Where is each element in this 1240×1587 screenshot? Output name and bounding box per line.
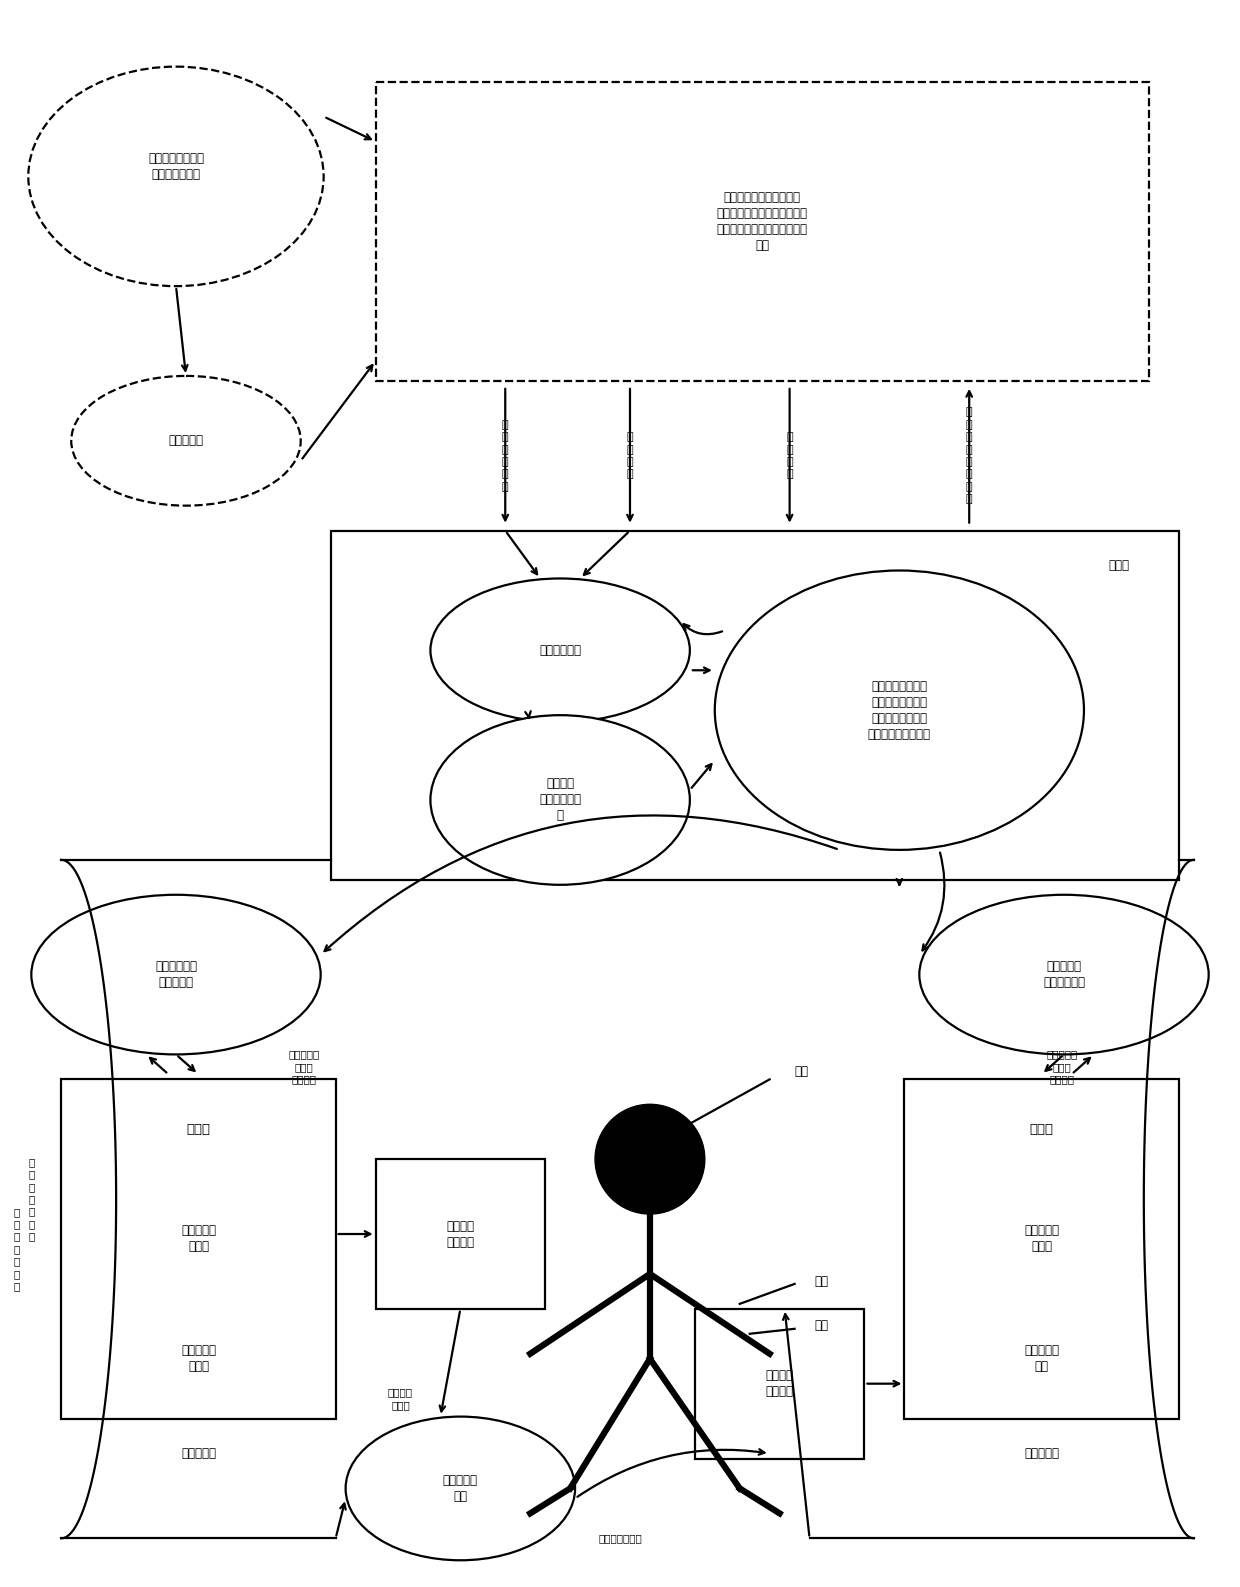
Text: 功能电刺激: 功能电刺激: [169, 435, 203, 448]
Text: 关节转角、
速度、
驱动力矩: 关节转角、 速度、 驱动力矩: [1047, 1049, 1078, 1084]
Ellipse shape: [714, 570, 1084, 851]
Text: 上肢机器人运
动信息反馈: 上肢机器人运 动信息反馈: [155, 960, 197, 989]
Text: 康复机器人系统决策管理
个性化方案、训练计划、主动
意识识别、症学检测、功能电
刺激: 康复机器人系统决策管理 个性化方案、训练计划、主动 意识识别、症学检测、功能电 …: [717, 190, 807, 252]
Text: 人机接口
（绑带）: 人机接口 （绑带）: [765, 1370, 794, 1398]
Ellipse shape: [430, 716, 689, 886]
Circle shape: [595, 1105, 704, 1214]
Text: 信息融合算法: 信息融合算法: [539, 644, 582, 657]
Ellipse shape: [430, 579, 689, 722]
Text: 上肢接触
力反馈: 上肢接触 力反馈: [388, 1387, 413, 1409]
Text: 关节伺服驱
动控制: 关节伺服驱 动控制: [1024, 1225, 1059, 1254]
FancyBboxPatch shape: [376, 1159, 546, 1309]
FancyBboxPatch shape: [904, 1079, 1179, 1419]
Text: 下肢机器人
运动信息反馈: 下肢机器人 运动信息反馈: [1043, 960, 1085, 989]
Text: 异
常
信
息: 异 常 信 息: [626, 432, 634, 479]
Text: 人机接口
（绑带）: 人机接口 （绑带）: [446, 1219, 475, 1249]
Text: 训
练
参
数: 训 练 参 数: [786, 432, 792, 479]
Text: 心电: 心电: [815, 1276, 828, 1289]
Text: 下肢接触力反馈: 下肢接触力反馈: [598, 1533, 642, 1543]
FancyBboxPatch shape: [376, 81, 1148, 381]
Text: 主
动
意
识
识
别: 主 动 意 识 识 别: [502, 419, 508, 492]
Text: 人机接触觉
信号: 人机接触觉 信号: [443, 1474, 477, 1503]
Text: 人体生物信息反馈
（生物电信号）: 人体生物信息反馈 （生物电信号）: [148, 152, 205, 181]
Text: 示教控制
关节活动度检
测: 示教控制 关节活动度检 测: [539, 778, 582, 822]
Ellipse shape: [31, 895, 321, 1054]
Ellipse shape: [919, 895, 1209, 1054]
Text: 康
复
训
练
状
态
反
馈: 康 复 训 练 状 态 反 馈: [966, 408, 972, 505]
Text: 主被动模态
控制: 主被动模态 控制: [1024, 1344, 1059, 1373]
FancyBboxPatch shape: [331, 530, 1179, 879]
Text: 智能协同控制策略
运动学、动力学、
机器人自重补偿、
机器人控制指令计算: 智能协同控制策略 运动学、动力学、 机器人自重补偿、 机器人控制指令计算: [868, 679, 931, 741]
Text: 关节转角、
速度、
驱动力矩: 关节转角、 速度、 驱动力矩: [288, 1049, 320, 1084]
Text: 主被动多模
态控制: 主被动多模 态控制: [181, 1344, 216, 1373]
FancyBboxPatch shape: [694, 1309, 864, 1458]
Text: 上肢机器人: 上肢机器人: [181, 1447, 216, 1460]
Text: 下肢机器人: 下肢机器人: [1024, 1447, 1059, 1460]
FancyBboxPatch shape: [61, 1079, 336, 1419]
Text: 人
机
接
触
定
信
号: 人 机 接 触 定 信 号: [14, 1206, 20, 1292]
Text: 脑电: 脑电: [795, 1065, 808, 1078]
Ellipse shape: [346, 1417, 575, 1560]
Text: 伺服层: 伺服层: [1029, 1122, 1054, 1136]
Text: 伺服层: 伺服层: [186, 1122, 211, 1136]
Text: 关节伺服驱
动控制: 关节伺服驱 动控制: [181, 1225, 216, 1254]
Ellipse shape: [29, 67, 324, 286]
Text: 任务层: 任务层: [1109, 559, 1130, 571]
Text: 人
机
接
触
定
信
号: 人 机 接 触 定 信 号: [29, 1157, 35, 1241]
Text: 肌电: 肌电: [815, 1319, 828, 1333]
Ellipse shape: [71, 376, 301, 506]
